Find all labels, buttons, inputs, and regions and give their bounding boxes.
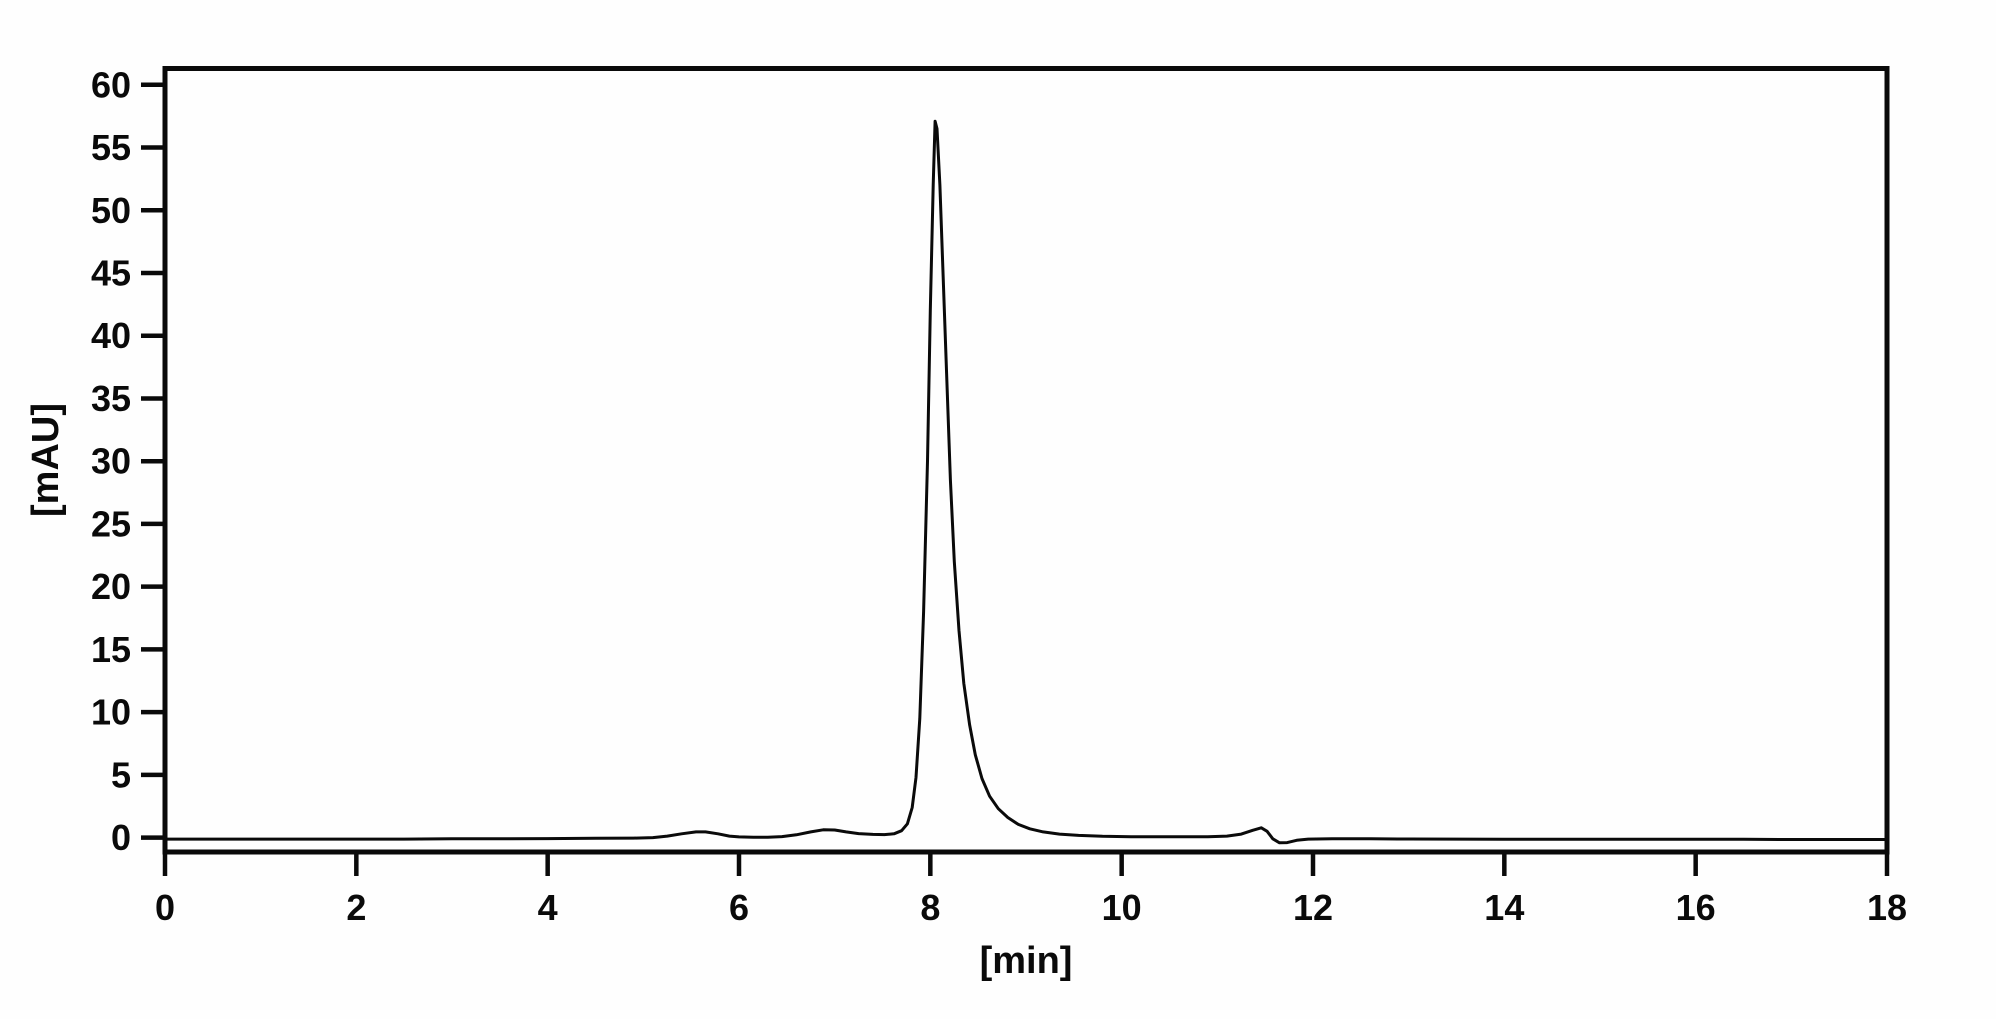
x-tick-label: 12 bbox=[1293, 887, 1333, 928]
plot-border bbox=[162, 66, 1890, 855]
x-tick-label: 18 bbox=[1867, 887, 1907, 928]
y-tick-label: 5 bbox=[111, 754, 131, 795]
y-tick-label: 10 bbox=[91, 692, 131, 733]
x-tick-label: 2 bbox=[346, 887, 366, 928]
x-tick-label: 8 bbox=[920, 887, 940, 928]
y-tick-label: 50 bbox=[91, 190, 131, 231]
y-tick-label: 60 bbox=[91, 64, 131, 105]
y-tick-label: 30 bbox=[91, 441, 131, 482]
x-axis-ticks: 0 2 4 6 8 10 12 14 16 18 bbox=[155, 852, 1907, 928]
y-tick-label: 40 bbox=[91, 315, 131, 356]
x-tick-label: 16 bbox=[1676, 887, 1716, 928]
y-axis-ticks: 0 5 10 15 20 25 30 35 40 45 50 55 60 bbox=[91, 64, 165, 858]
y-tick-label: 45 bbox=[91, 253, 131, 294]
y-tick-label: 15 bbox=[91, 629, 131, 670]
x-tick-label: 4 bbox=[538, 887, 558, 928]
y-axis-title: [mAU] bbox=[25, 403, 67, 517]
x-axis-title: [min] bbox=[980, 940, 1073, 982]
y-tick-label: 20 bbox=[91, 566, 131, 607]
y-tick-label: 35 bbox=[91, 378, 131, 419]
x-tick-label: 6 bbox=[729, 887, 749, 928]
x-tick-label: 14 bbox=[1484, 887, 1524, 928]
x-tick-label: 10 bbox=[1102, 887, 1142, 928]
y-tick-label: 25 bbox=[91, 503, 131, 544]
y-tick-label: 55 bbox=[91, 127, 131, 168]
x-tick-label: 0 bbox=[155, 887, 175, 928]
chromatogram-trace bbox=[163, 119, 1889, 845]
y-tick-label: 0 bbox=[111, 817, 131, 858]
